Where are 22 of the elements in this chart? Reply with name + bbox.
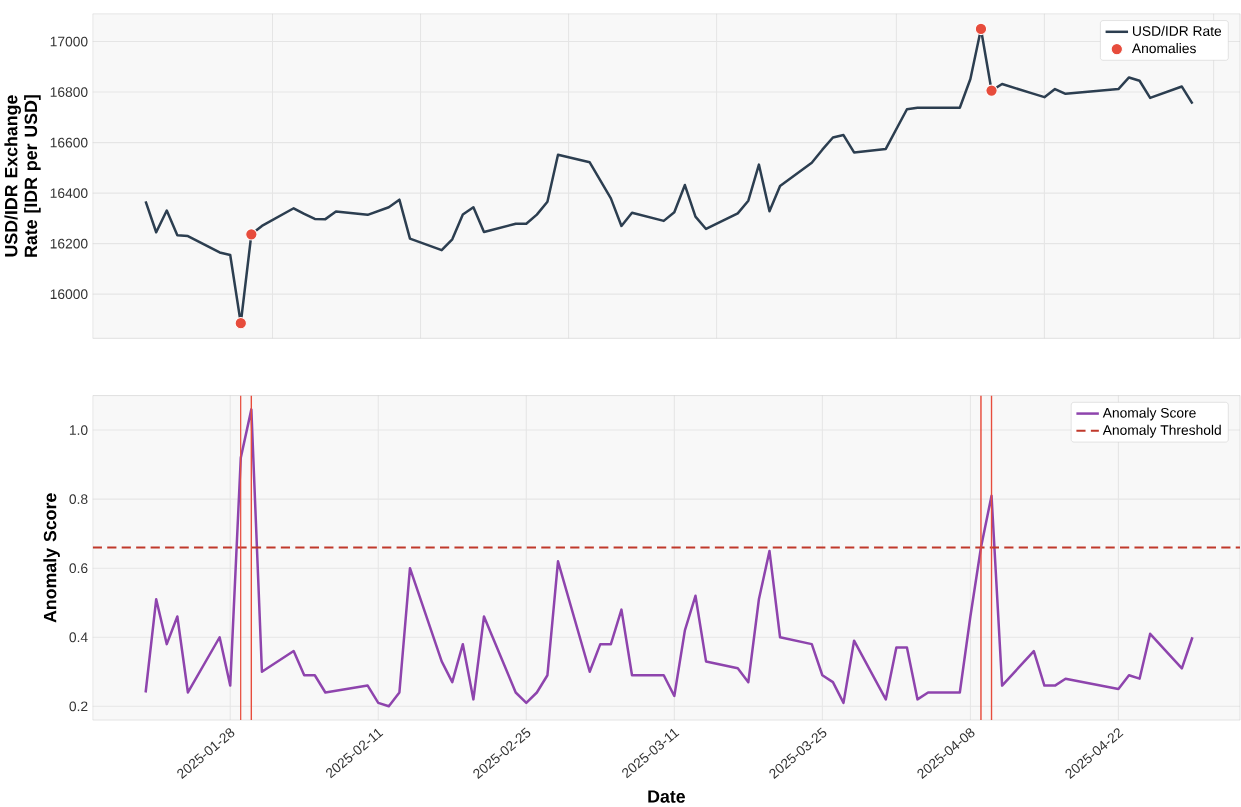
- x-axis-title: Date: [648, 790, 686, 803]
- legend-label: Anomaly Score: [1102, 407, 1196, 421]
- legend-label: Anomalies: [1131, 42, 1196, 54]
- y-tick-label: 1.0: [69, 425, 88, 435]
- y-tick-label: 17000: [50, 36, 88, 47]
- point: [985, 84, 998, 97]
- point: [245, 228, 258, 241]
- y-axis-title: USD/IDR Exchange Rate [IDR per USD]: [4, 95, 41, 257]
- point: [234, 316, 247, 330]
- y-axis-title: Anomaly Score: [43, 493, 60, 623]
- legend-label: USD/IDR Rate: [1133, 25, 1222, 36]
- y-tick-label: 16600: [50, 137, 88, 148]
- y-tick-label: 0.8: [69, 494, 88, 504]
- y-tick-label: 16400: [50, 188, 88, 198]
- y-tick-label: 16200: [50, 238, 88, 249]
- y-tick-label: 0.2: [69, 701, 88, 712]
- y-tick-label: 0.4: [69, 632, 88, 643]
- y-tick-label: 16000: [50, 289, 88, 299]
- legend-label: Anomaly Threshold: [1102, 424, 1221, 438]
- y-tick-label: 0.6: [69, 563, 88, 574]
- y-tick-label: 16800: [50, 87, 88, 97]
- point: [974, 22, 988, 36]
